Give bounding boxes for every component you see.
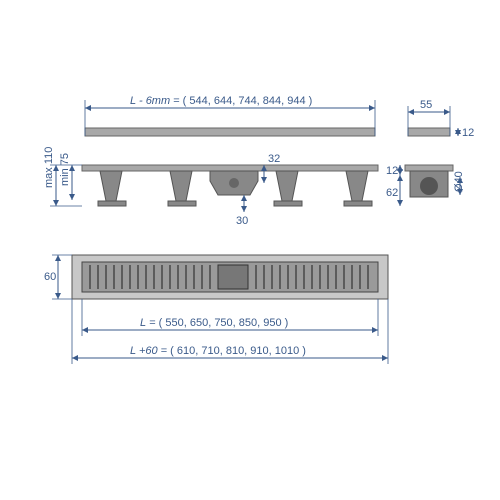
top-L-values: = ( 544, 644, 744, 844, 944 ) [173,95,312,107]
dim-dia40: Ø40 [453,171,465,192]
plan-view: 60 L = ( 550, 650, 750, 850, 950 ) L +60… [44,255,388,364]
side-elevation: max 110 min 75 32 30 [43,147,378,227]
svg-text:L = ( 550, 650, 750, 850, 950: L = ( 550, 650, 750, 850, 950 ) [140,317,288,329]
dim-60: 60 [44,271,56,283]
top-strip: L - 6mm = ( 544, 644, 744, 844, 944 ) [85,95,375,136]
L-values: = ( 550, 650, 750, 850, 950 ) [149,317,288,329]
L-prefix: L [140,317,146,329]
svg-text:L - 6mm = ( 544, 644, 744, 844: L - 6mm = ( 544, 644, 744, 844, 944 ) [130,95,312,107]
dim-max110: max 110 [43,147,55,188]
L60-prefix: L +60 [130,345,159,357]
top-L-prefix: L - 6mm [130,95,170,107]
end-section: 12 62 Ø40 [386,165,465,206]
dim-min75: min 75 [59,153,71,186]
top-right-section: 55 12 [408,99,474,139]
svg-text:L +60 = ( 610, 710, 810, 910,: L +60 = ( 610, 710, 810, 910, 1010 ) [130,345,306,357]
dim-12b: 12 [386,165,398,177]
dim-62: 62 [386,187,398,199]
L60-values: = ( 610, 710, 810, 910, 1010 ) [161,345,306,357]
dim-32: 32 [268,153,280,165]
dim-55: 55 [420,99,432,111]
dim-12: 12 [462,127,474,139]
dim-30: 30 [236,215,248,227]
